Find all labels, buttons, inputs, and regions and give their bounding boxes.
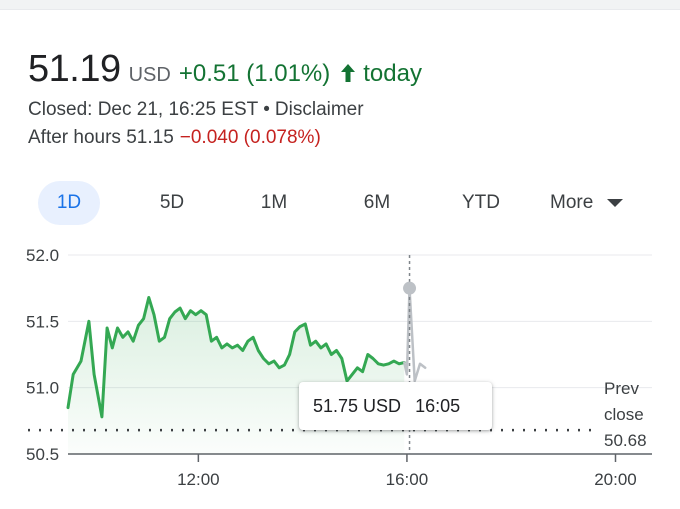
disclaimer-link[interactable]: Disclaimer	[274, 99, 364, 120]
closed-time: Closed: Dec 21, 16:25 EST	[28, 99, 259, 120]
series-line-after-hours	[403, 286, 427, 383]
tooltip-time: 16:05	[415, 395, 461, 416]
prev-close-label-line1: Prev	[604, 379, 639, 398]
tab-more-label: More	[550, 192, 594, 213]
y-tick-label: 51.5	[26, 312, 59, 331]
tab-ytd[interactable]: YTD	[462, 192, 500, 213]
x-tick-label: 16:00	[386, 470, 429, 489]
tab-1m[interactable]: 1M	[260, 192, 288, 213]
tab-6m[interactable]: 6M	[363, 192, 391, 213]
currency-label: USD	[128, 64, 171, 86]
y-tick-label: 51.0	[26, 379, 59, 398]
y-axis-ticks: 52.0 51.5 51.0 50.5	[26, 246, 59, 464]
hover-point	[403, 281, 417, 295]
x-tick-label: 12:00	[177, 470, 220, 489]
x-tick-label: 20:00	[594, 470, 637, 489]
after-hours-row: After hours 51.15 −0.040 (0.078%)	[28, 127, 321, 149]
caret-down-icon	[607, 199, 624, 207]
x-axis-ticks: 12:00 16:00 20:00	[177, 454, 637, 489]
market-status: Closed: Dec 21, 16:25 EST • Disclaimer	[28, 99, 364, 121]
tooltip-value: 51.75 USD	[313, 395, 402, 416]
prev-close-label: Prev close 50.68	[604, 379, 647, 450]
quote-header: 51.19 USD +0.51 (1.01%) today	[28, 48, 422, 91]
y-tick-label: 50.5	[26, 445, 59, 464]
tab-more[interactable]: More	[550, 181, 632, 225]
y-tick-label: 52.0	[26, 246, 59, 265]
after-hours-price: After hours 51.15	[28, 127, 174, 148]
top-strip	[0, 0, 680, 10]
change-period: today	[363, 60, 422, 87]
status-separator: •	[263, 99, 270, 120]
after-hours-change: −0.040 (0.078%)	[179, 127, 321, 148]
tab-5d[interactable]: 5D	[159, 192, 185, 213]
price-change: +0.51 (1.01%)	[178, 60, 331, 87]
hover-tooltip: 51.75 USD 16:05	[299, 382, 492, 430]
arrow-up-icon	[340, 63, 356, 83]
current-price: 51.19	[28, 48, 121, 90]
prev-close-label-line2: close	[604, 405, 644, 424]
prev-close-value: 50.68	[604, 431, 647, 450]
tab-1d[interactable]: 1D	[38, 181, 100, 225]
series-line-regular	[66, 296, 406, 419]
range-tabs: 1D 5D 1M 6M YTD More	[38, 181, 658, 225]
